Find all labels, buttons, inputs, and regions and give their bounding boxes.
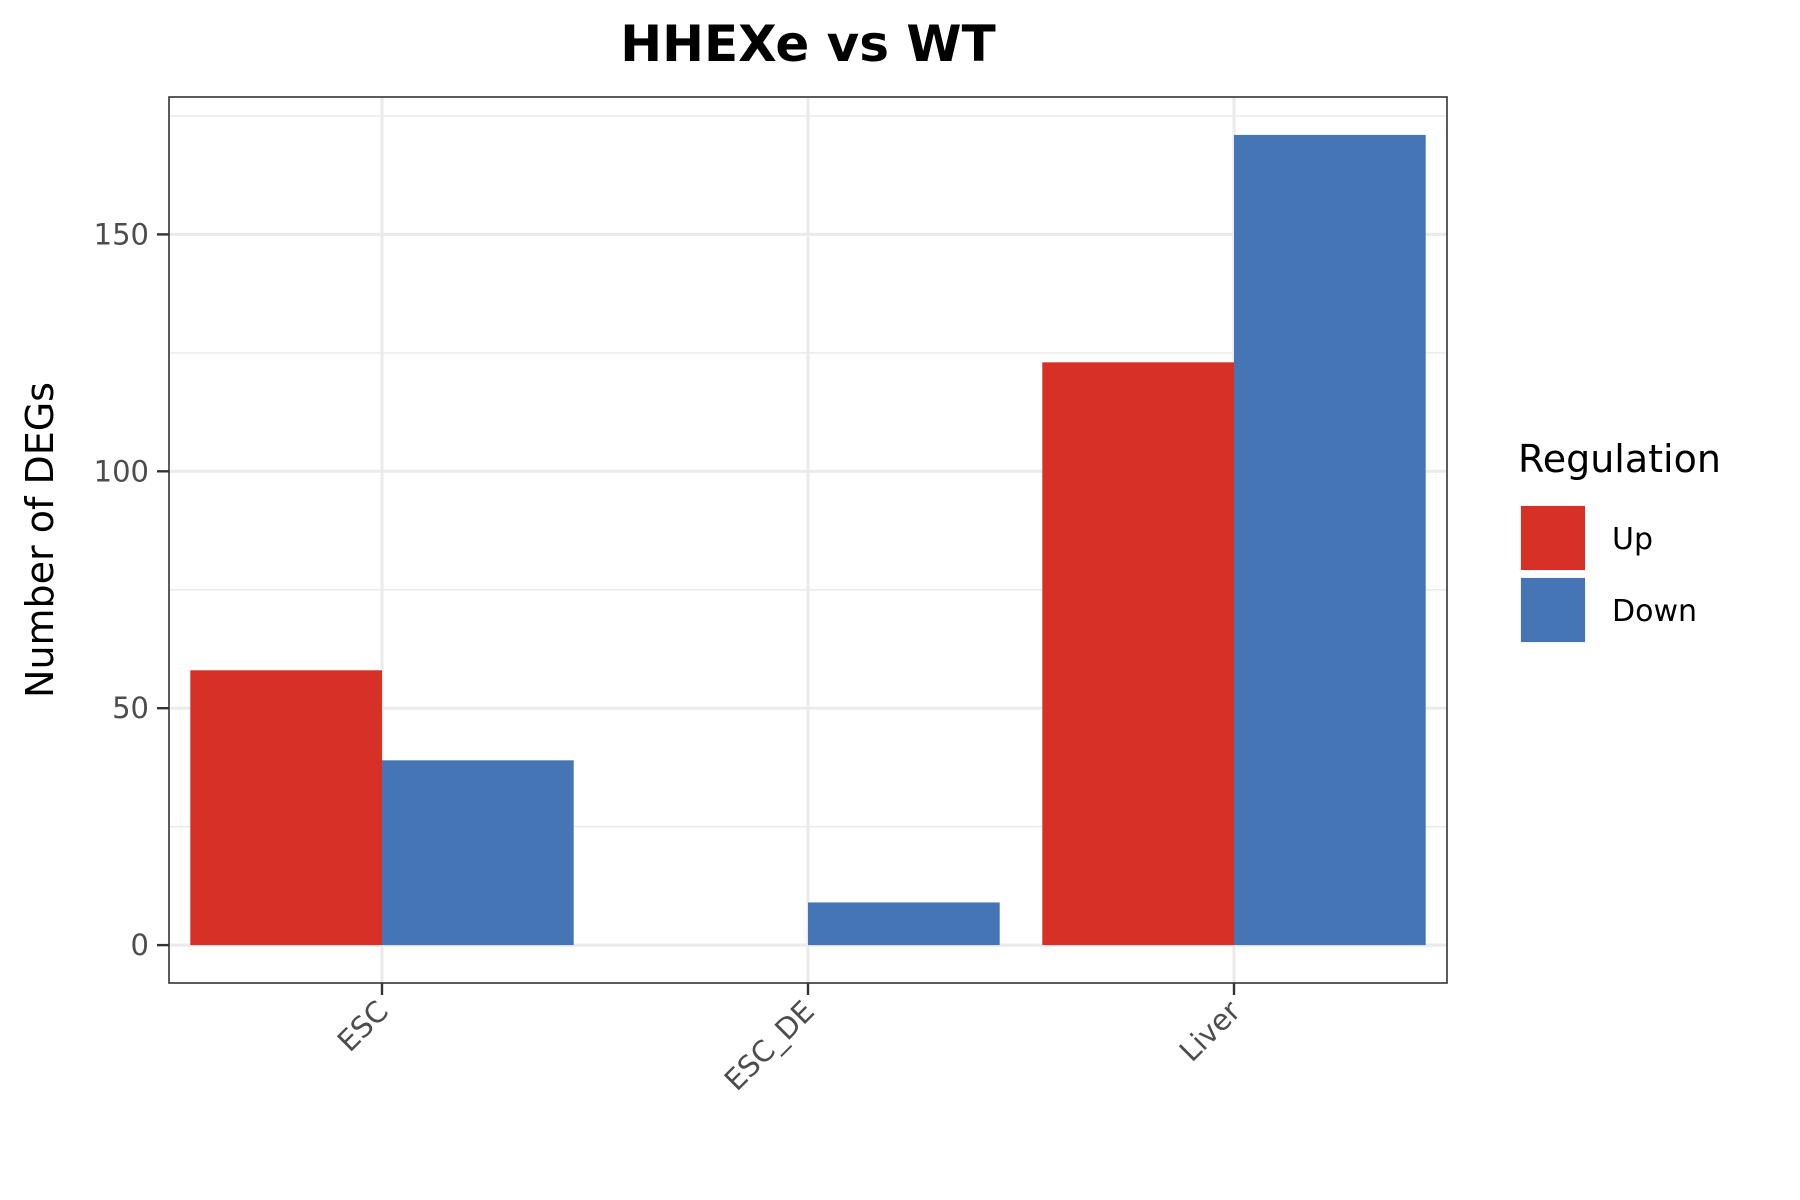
y-tick-label: 150 <box>94 217 149 251</box>
y-axis-title: Number of DEGs <box>18 382 62 698</box>
y-axis: 0 50 100 150 <box>94 217 169 962</box>
bar-up-liver <box>1042 362 1234 946</box>
chart-title: HHEXe vs WT <box>620 15 995 73</box>
y-tick-label: 100 <box>94 454 149 488</box>
legend-key-down <box>1521 578 1585 642</box>
y-tick-label: 50 <box>112 691 149 725</box>
bar-down-esc <box>382 760 574 946</box>
legend-key-up <box>1521 506 1585 570</box>
legend-label-up: Up <box>1612 522 1653 557</box>
plot-panel <box>168 96 1448 984</box>
bars <box>190 134 1426 946</box>
legend: Regulation Up Down <box>1518 437 1721 643</box>
legend-title: Regulation <box>1518 437 1721 481</box>
bar-up-esc <box>190 670 382 946</box>
bar-down-liver <box>1234 134 1426 946</box>
y-tick-label: 0 <box>131 928 149 962</box>
bar-down-esc_de <box>808 902 1000 946</box>
legend-label-down: Down <box>1612 594 1697 629</box>
legend-items: Up Down <box>1520 505 1697 643</box>
